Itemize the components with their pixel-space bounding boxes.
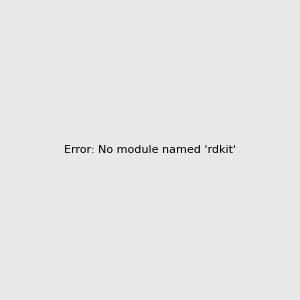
Text: Error: No module named 'rdkit': Error: No module named 'rdkit' bbox=[64, 145, 236, 155]
